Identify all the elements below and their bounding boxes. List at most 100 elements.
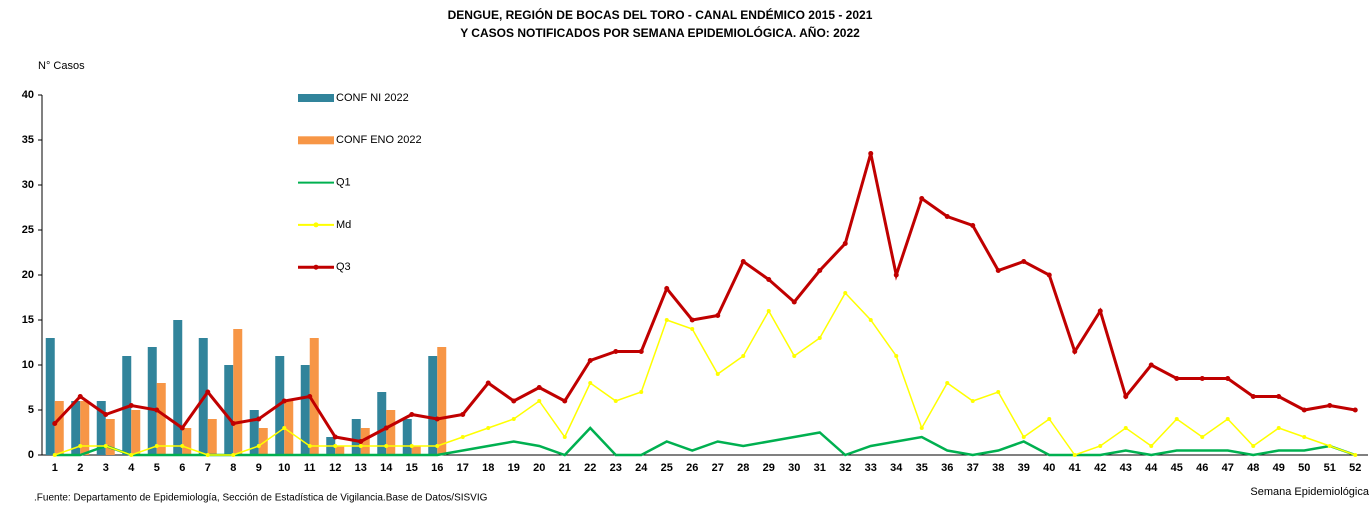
line-marker (103, 412, 109, 417)
bar (360, 428, 370, 455)
x-tick-label: 5 (154, 462, 160, 474)
line-marker (562, 398, 568, 404)
x-tick-label: 13 (355, 462, 367, 474)
bar (207, 419, 217, 455)
line-series (53, 153, 1356, 444)
line-marker (613, 399, 618, 403)
line-marker (511, 417, 516, 421)
line-marker (1225, 376, 1231, 381)
line-marker (817, 268, 823, 273)
line-marker (128, 403, 134, 408)
line-marker (154, 407, 160, 413)
line-marker (664, 286, 670, 291)
chart-subtitle: Y CASOS NOTIFICADOS POR SEMANA EPIDEMIOL… (460, 25, 860, 40)
line-marker (333, 444, 338, 448)
bar (224, 365, 234, 455)
x-tick-label: 49 (1273, 462, 1285, 474)
line-marker (537, 399, 542, 403)
x-tick-label: 45 (1171, 462, 1183, 474)
bar (182, 428, 192, 455)
line-marker (638, 349, 644, 354)
line-marker (205, 453, 210, 457)
line-marker (842, 241, 848, 246)
legend-marker (313, 222, 319, 228)
x-tick-label: 23 (610, 462, 622, 474)
x-tick-label: 47 (1222, 462, 1234, 474)
line-marker (664, 318, 669, 322)
line-marker (1174, 417, 1179, 421)
x-tick-label: 16 (431, 462, 443, 474)
line-marker (1276, 394, 1282, 399)
x-tick-label: 26 (686, 462, 698, 474)
x-tick-label: 44 (1145, 462, 1158, 474)
line-marker (485, 380, 491, 386)
line-marker (945, 381, 950, 385)
line-marker (52, 453, 57, 457)
bar (80, 401, 90, 455)
line-marker (1174, 376, 1180, 381)
legend-label: Q1 (336, 177, 351, 189)
line-marker (1123, 394, 1129, 399)
bar (377, 392, 387, 455)
line-marker (460, 435, 465, 439)
legend-swatch (298, 136, 334, 145)
line-marker (383, 425, 389, 431)
x-tick-label: 37 (967, 462, 979, 474)
line-marker (358, 439, 364, 444)
line-marker (868, 151, 874, 156)
bar (258, 428, 268, 455)
bar (233, 329, 243, 455)
line-marker (588, 381, 593, 385)
line-marker (1327, 403, 1333, 408)
line-marker (613, 349, 619, 354)
line-marker (1148, 362, 1154, 368)
x-tick-label: 4 (128, 462, 135, 474)
line-marker (868, 318, 873, 322)
x-tick-label: 52 (1349, 462, 1361, 474)
line-marker (1276, 426, 1281, 430)
y-tick-label: 10 (22, 359, 34, 371)
line-marker (1250, 394, 1256, 399)
line-marker (129, 453, 134, 457)
line-marker (282, 426, 287, 430)
line-marker (486, 426, 491, 430)
line-marker (281, 398, 287, 404)
bar (386, 410, 396, 455)
x-tick-label: 38 (992, 462, 1004, 474)
x-tick-label: 39 (1018, 462, 1030, 474)
line-marker (944, 214, 950, 219)
line-marker (970, 399, 975, 403)
line-marker (1046, 272, 1052, 278)
bar (71, 401, 81, 455)
x-tick-label: 28 (737, 462, 749, 474)
line-marker (919, 196, 925, 201)
line-marker (791, 299, 797, 305)
line-marker (434, 416, 440, 422)
bar (351, 419, 361, 455)
line-marker (256, 416, 262, 422)
x-tick-label: 43 (1120, 462, 1132, 474)
line-marker (1199, 376, 1205, 381)
x-tick-label: 17 (457, 462, 469, 474)
legend-marker (313, 264, 319, 270)
bar (437, 347, 447, 455)
x-tick-label: 20 (533, 462, 545, 474)
x-tick-label: 35 (916, 462, 928, 474)
x-tick-label: 25 (661, 462, 673, 474)
x-tick-label: 7 (205, 462, 211, 474)
line-marker (460, 412, 466, 417)
bar (173, 320, 183, 455)
line-marker (78, 444, 83, 448)
x-tick-label: 40 (1043, 462, 1055, 474)
x-tick-label: 41 (1069, 462, 1081, 474)
x-tick-label: 21 (559, 462, 571, 474)
y-tick-label: 35 (22, 134, 34, 146)
x-tick-label: 19 (508, 462, 520, 474)
x-tick-label: 33 (865, 462, 877, 474)
line-marker (154, 444, 159, 448)
x-tick-label: 51 (1324, 462, 1336, 474)
line-marker (817, 336, 822, 340)
x-tick-label: 1 (52, 462, 58, 474)
line-marker (1353, 453, 1358, 457)
line-marker (409, 444, 414, 448)
